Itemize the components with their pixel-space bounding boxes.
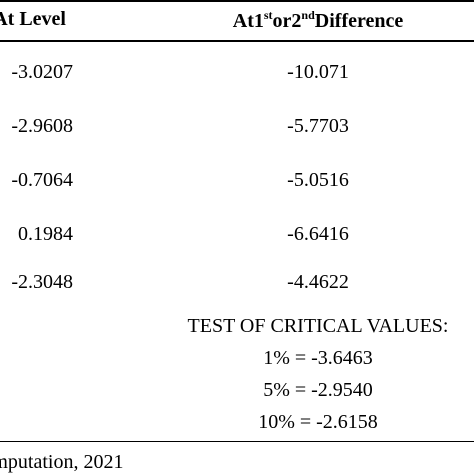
critical-value: 10% = -2.6158 (258, 411, 378, 433)
critical-value: 1% = -3.6463 (263, 347, 373, 369)
cell-level: -2.9608 (11, 115, 73, 137)
cell-level: -0.7064 (11, 169, 73, 191)
header-part: At1 (232, 10, 264, 32)
cell-level: -2.3048 (11, 271, 73, 293)
cell-level: -3.0207 (11, 61, 73, 83)
cell-difference: -10.071 (287, 61, 349, 83)
header-part: or2 (272, 10, 302, 32)
cell-difference: -6.6416 (287, 223, 349, 245)
cell-difference: -4.4622 (287, 271, 349, 293)
bottom-rule (0, 441, 474, 442)
critical-value: 5% = -2.9540 (263, 379, 373, 401)
cell-difference: -5.7703 (287, 115, 349, 137)
top-rule (0, 0, 474, 2)
source: Computation, 2021 (0, 451, 124, 473)
header-sup: st (263, 8, 273, 22)
cell-difference: -5.0516 (287, 169, 349, 191)
header-cell: At1stor2ndDifference (233, 9, 404, 31)
header-part: Difference (314, 10, 404, 32)
cell-level: 0.1984 (18, 223, 73, 245)
header-rule (0, 40, 474, 42)
critical-title: TEST OF CRITICAL VALUES: (187, 315, 449, 337)
header-sup: nd (301, 8, 315, 22)
header-cell: At Level (0, 8, 66, 30)
